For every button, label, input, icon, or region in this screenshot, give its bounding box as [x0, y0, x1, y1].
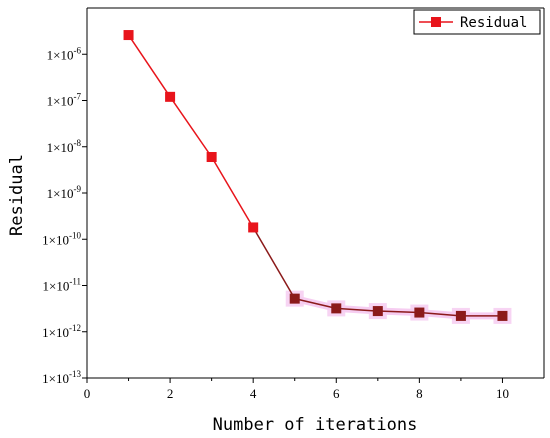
- x-tick-label: 0: [84, 386, 91, 401]
- y-tick-label: 1×10-6: [47, 45, 82, 62]
- data-point: [289, 293, 300, 304]
- data-point: [206, 152, 217, 163]
- data-point: [414, 307, 425, 318]
- axes: 0 2 4 6 8 10 1×10-6 1×10-7 1×10-8 1×10-9 1×10-10 1×…: [42, 7, 545, 401]
- y-tick-label: 1×10-11: [42, 277, 81, 294]
- y-tick-label: 1×10-8: [47, 138, 82, 155]
- x-tick-label: 6: [333, 386, 340, 401]
- data-point: [331, 303, 342, 314]
- y-tick-label: 1×10-13: [42, 369, 81, 386]
- legend-marker: [431, 17, 441, 27]
- x-tick-label: 4: [250, 386, 257, 401]
- series-segment: [252, 227, 296, 300]
- data-point: [497, 310, 508, 321]
- y-tick-label: 1×10-10: [42, 230, 81, 247]
- y-tick-label: 1×10-7: [47, 92, 82, 109]
- y-axis-title: Residual: [7, 154, 27, 236]
- legend: Residual: [413, 9, 541, 35]
- x-tick-label: 10: [496, 386, 509, 401]
- series-segment: [336, 307, 378, 312]
- data-point: [372, 306, 383, 317]
- series-segment: [169, 96, 213, 158]
- series-segment: [127, 34, 171, 98]
- legend-label: Residual: [460, 15, 527, 31]
- series-segment: [210, 156, 254, 228]
- series-segment: [294, 297, 337, 310]
- x-axis-title: Number of iterations: [213, 415, 418, 435]
- data-point: [248, 222, 259, 233]
- y-tick-label: 1×10-12: [42, 323, 81, 340]
- data-point: [455, 310, 466, 321]
- x-tick-label: 2: [167, 386, 174, 401]
- series-segment: [377, 310, 420, 314]
- series-segment: [419, 311, 461, 317]
- data-point: [123, 30, 134, 41]
- data-point: [165, 91, 176, 102]
- y-tick-label: 1×10-9: [47, 184, 82, 201]
- plot-area: [123, 30, 512, 324]
- x-tick-label: 8: [416, 386, 423, 401]
